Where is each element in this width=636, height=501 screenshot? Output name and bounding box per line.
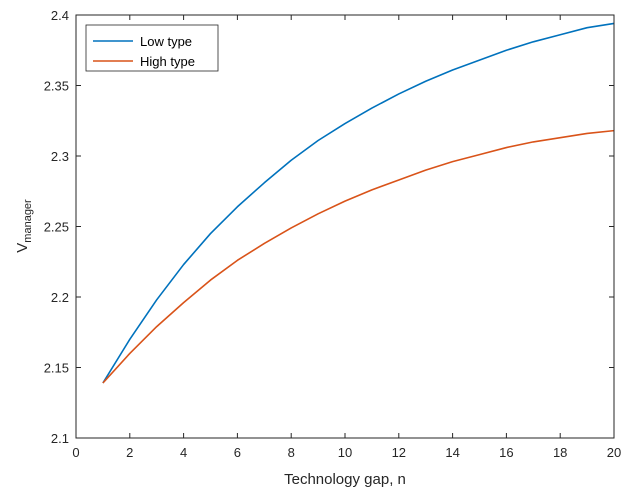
legend: Low type High type (85, 24, 219, 72)
x-tick-label: 10 (338, 445, 352, 460)
x-axis-ticks: 0 2 4 6 8 10 12 14 16 18 20 (72, 15, 621, 460)
series-line-high-type (102, 129, 615, 384)
x-tick-label: 18 (553, 445, 567, 460)
y-tick-label: 2.2 (51, 290, 69, 305)
y-axis-label-main: V (14, 243, 31, 253)
x-tick-label: 4 (180, 445, 187, 460)
series-line-low-type (102, 22, 615, 384)
x-tick-label: 14 (445, 445, 459, 460)
x-tick-label: 6 (234, 445, 241, 460)
y-tick-label: 2.4 (51, 8, 69, 23)
y-tick-label: 2.3 (51, 149, 69, 164)
y-axis-ticks: 2.1 2.15 2.2 2.25 2.3 2.35 2.4 (44, 8, 614, 446)
x-tick-label: 16 (499, 445, 513, 460)
y-axis-label-subscript: manager (22, 199, 34, 243)
x-axis-label: Technology gap, n (284, 471, 406, 488)
y-tick-label: 2.35 (44, 79, 69, 94)
series-layer (102, 22, 615, 384)
legend-box (85, 24, 219, 72)
x-tick-label: 2 (126, 445, 133, 460)
legend-label-low-type: Low type (140, 34, 192, 49)
y-tick-label: 2.1 (51, 431, 69, 446)
x-tick-label: 0 (72, 445, 79, 460)
y-tick-label: 2.25 (44, 220, 69, 235)
y-axis-label: Vmanager (14, 199, 34, 253)
x-tick-label: 8 (288, 445, 295, 460)
x-tick-label: 20 (607, 445, 621, 460)
legend-label-high-type: High type (140, 54, 195, 69)
y-tick-label: 2.15 (44, 361, 69, 376)
x-tick-label: 12 (392, 445, 406, 460)
